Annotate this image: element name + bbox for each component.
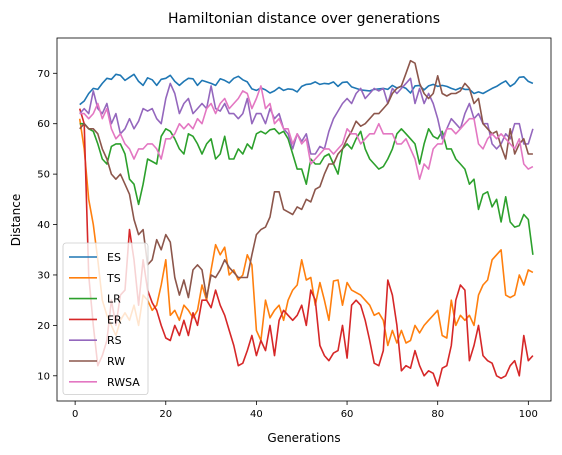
y-tick-label: 20 [37, 321, 50, 332]
legend-label-es: ES [107, 251, 121, 264]
legend-label-rwsa: RWSA [107, 376, 140, 389]
series-line-es [79, 73, 534, 106]
chart-title: Hamiltonian distance over generations [168, 11, 440, 27]
legend-label-er: ER [107, 313, 122, 326]
y-tick-label: 40 [37, 220, 50, 231]
legend-box [62, 242, 149, 396]
y-tick-label: 30 [37, 270, 50, 281]
legend-label-rs: RS [107, 334, 122, 347]
series-line-rw [79, 59, 533, 299]
x-tick-label: 0 [72, 409, 78, 420]
series-line-rs [79, 77, 534, 155]
x-tick-label: 60 [341, 409, 354, 420]
legend-label-ts: TS [106, 272, 121, 285]
y-axis-label: Distance [9, 194, 23, 246]
x-tick-label: 100 [519, 409, 538, 420]
series-line-er [78, 108, 534, 387]
series-line-lr [79, 122, 534, 255]
y-tick-label: 70 [37, 69, 50, 80]
x-tick-label: 80 [431, 409, 444, 420]
x-tick-label: 20 [159, 409, 172, 420]
y-tick-label: 10 [37, 371, 50, 382]
legend: ES TS LR ER RS RW RWSA [62, 242, 149, 396]
legend-label-rw: RW [107, 355, 125, 368]
y-tick-label: 50 [37, 170, 50, 181]
x-axis-ticks: 0 20 40 60 80 100 [72, 401, 538, 420]
y-axis-ticks: 10 20 30 40 50 60 70 [37, 69, 57, 382]
plot-frame [56, 37, 552, 402]
legend-label-lr: LR [107, 293, 121, 306]
x-axis-label: Generations [267, 431, 340, 445]
series-line-rwsa [79, 85, 534, 180]
plot-lines [78, 59, 534, 387]
y-tick-label: 60 [37, 119, 50, 130]
x-tick-label: 40 [250, 409, 263, 420]
